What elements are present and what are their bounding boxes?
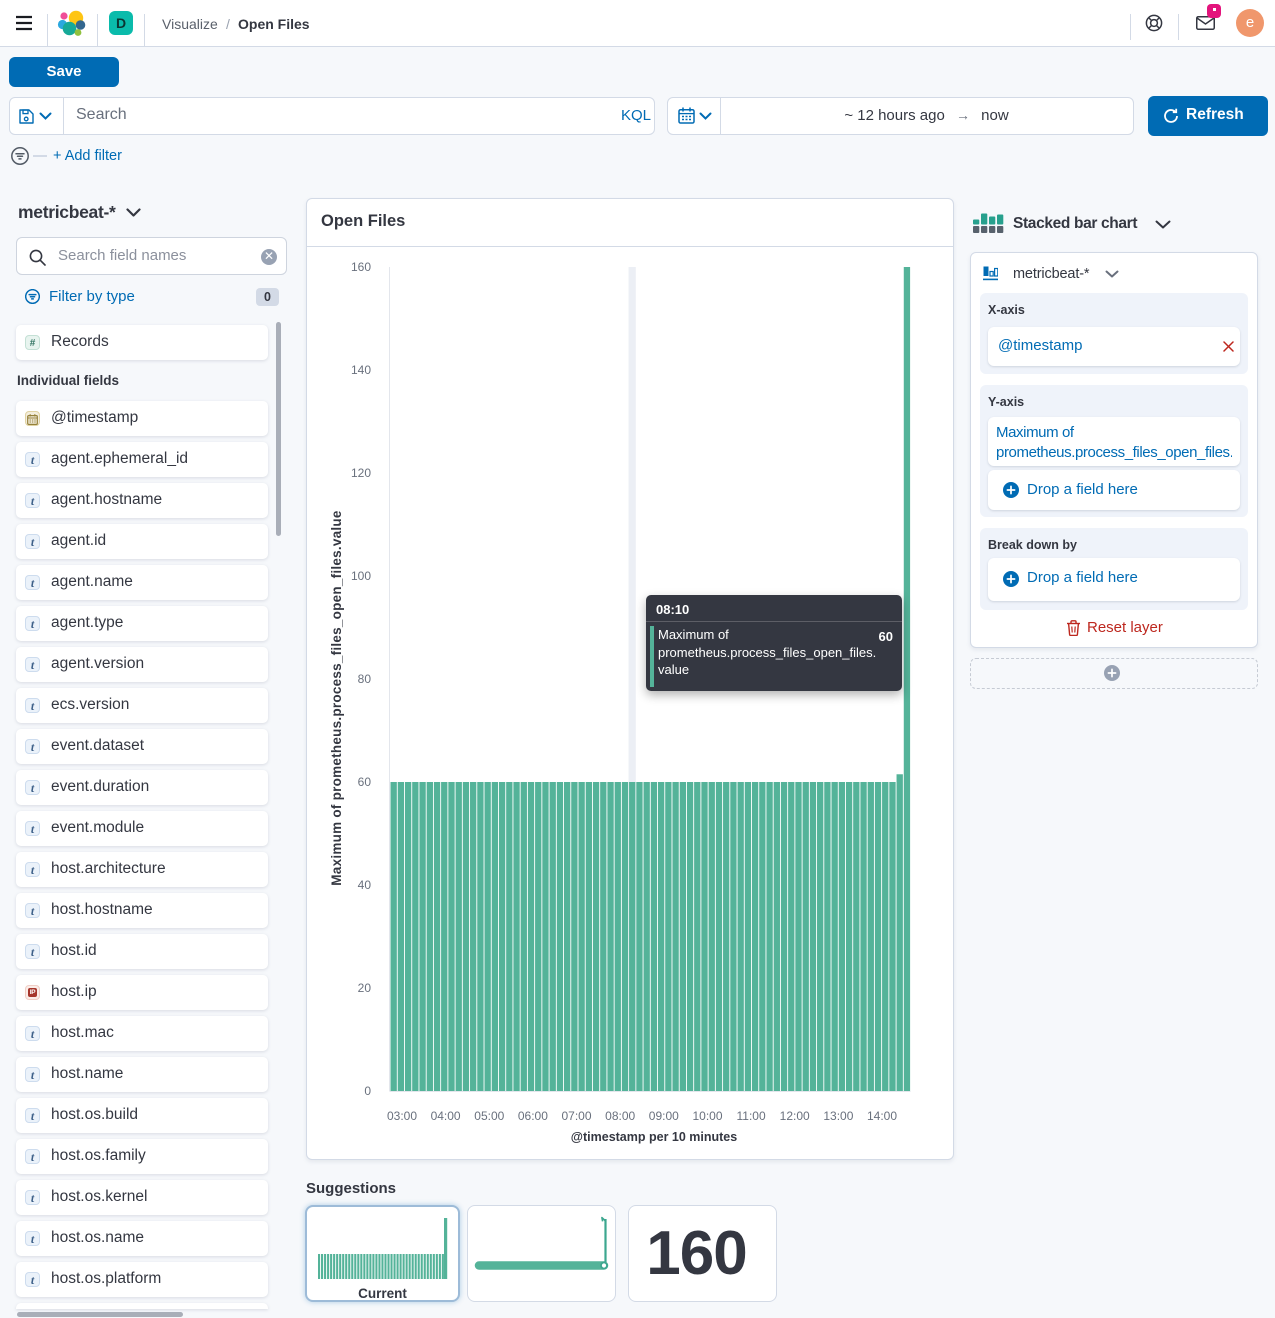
svg-text:08:00: 08:00 bbox=[605, 1109, 635, 1123]
svg-text:12:00: 12:00 bbox=[780, 1109, 810, 1123]
svg-text:@timestamp per 10 minutes: @timestamp per 10 minutes bbox=[571, 1130, 737, 1144]
svg-text:10:00: 10:00 bbox=[692, 1109, 722, 1123]
svg-text:140: 140 bbox=[351, 363, 371, 377]
svg-text:07:00: 07:00 bbox=[561, 1109, 591, 1123]
svg-text:Maximum of prometheus.process_: Maximum of prometheus.process_files_open… bbox=[329, 510, 344, 886]
svg-text:03:00: 03:00 bbox=[387, 1109, 417, 1123]
svg-text:100: 100 bbox=[351, 569, 371, 583]
svg-text:04:00: 04:00 bbox=[431, 1109, 461, 1123]
svg-text:80: 80 bbox=[358, 672, 372, 686]
svg-text:160: 160 bbox=[351, 260, 371, 274]
svg-text:40: 40 bbox=[358, 878, 372, 892]
svg-text:09:00: 09:00 bbox=[649, 1109, 679, 1123]
svg-text:120: 120 bbox=[351, 466, 371, 480]
svg-text:14:00: 14:00 bbox=[867, 1109, 897, 1123]
svg-text:13:00: 13:00 bbox=[823, 1109, 853, 1123]
svg-text:11:00: 11:00 bbox=[737, 1109, 766, 1123]
svg-text:06:00: 06:00 bbox=[518, 1109, 548, 1123]
svg-text:05:00: 05:00 bbox=[474, 1109, 504, 1123]
svg-text:20: 20 bbox=[358, 981, 372, 995]
svg-text:60: 60 bbox=[358, 775, 372, 789]
svg-text:0: 0 bbox=[364, 1084, 371, 1098]
